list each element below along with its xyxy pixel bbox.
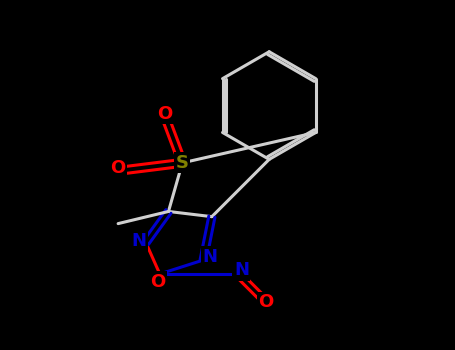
Text: O: O: [111, 159, 126, 177]
Text: N: N: [202, 247, 217, 266]
Text: O: O: [258, 293, 273, 312]
Text: O: O: [151, 273, 166, 290]
Text: O: O: [157, 105, 172, 122]
Text: N: N: [234, 261, 249, 280]
Text: S: S: [176, 154, 189, 172]
Text: N: N: [131, 232, 147, 250]
